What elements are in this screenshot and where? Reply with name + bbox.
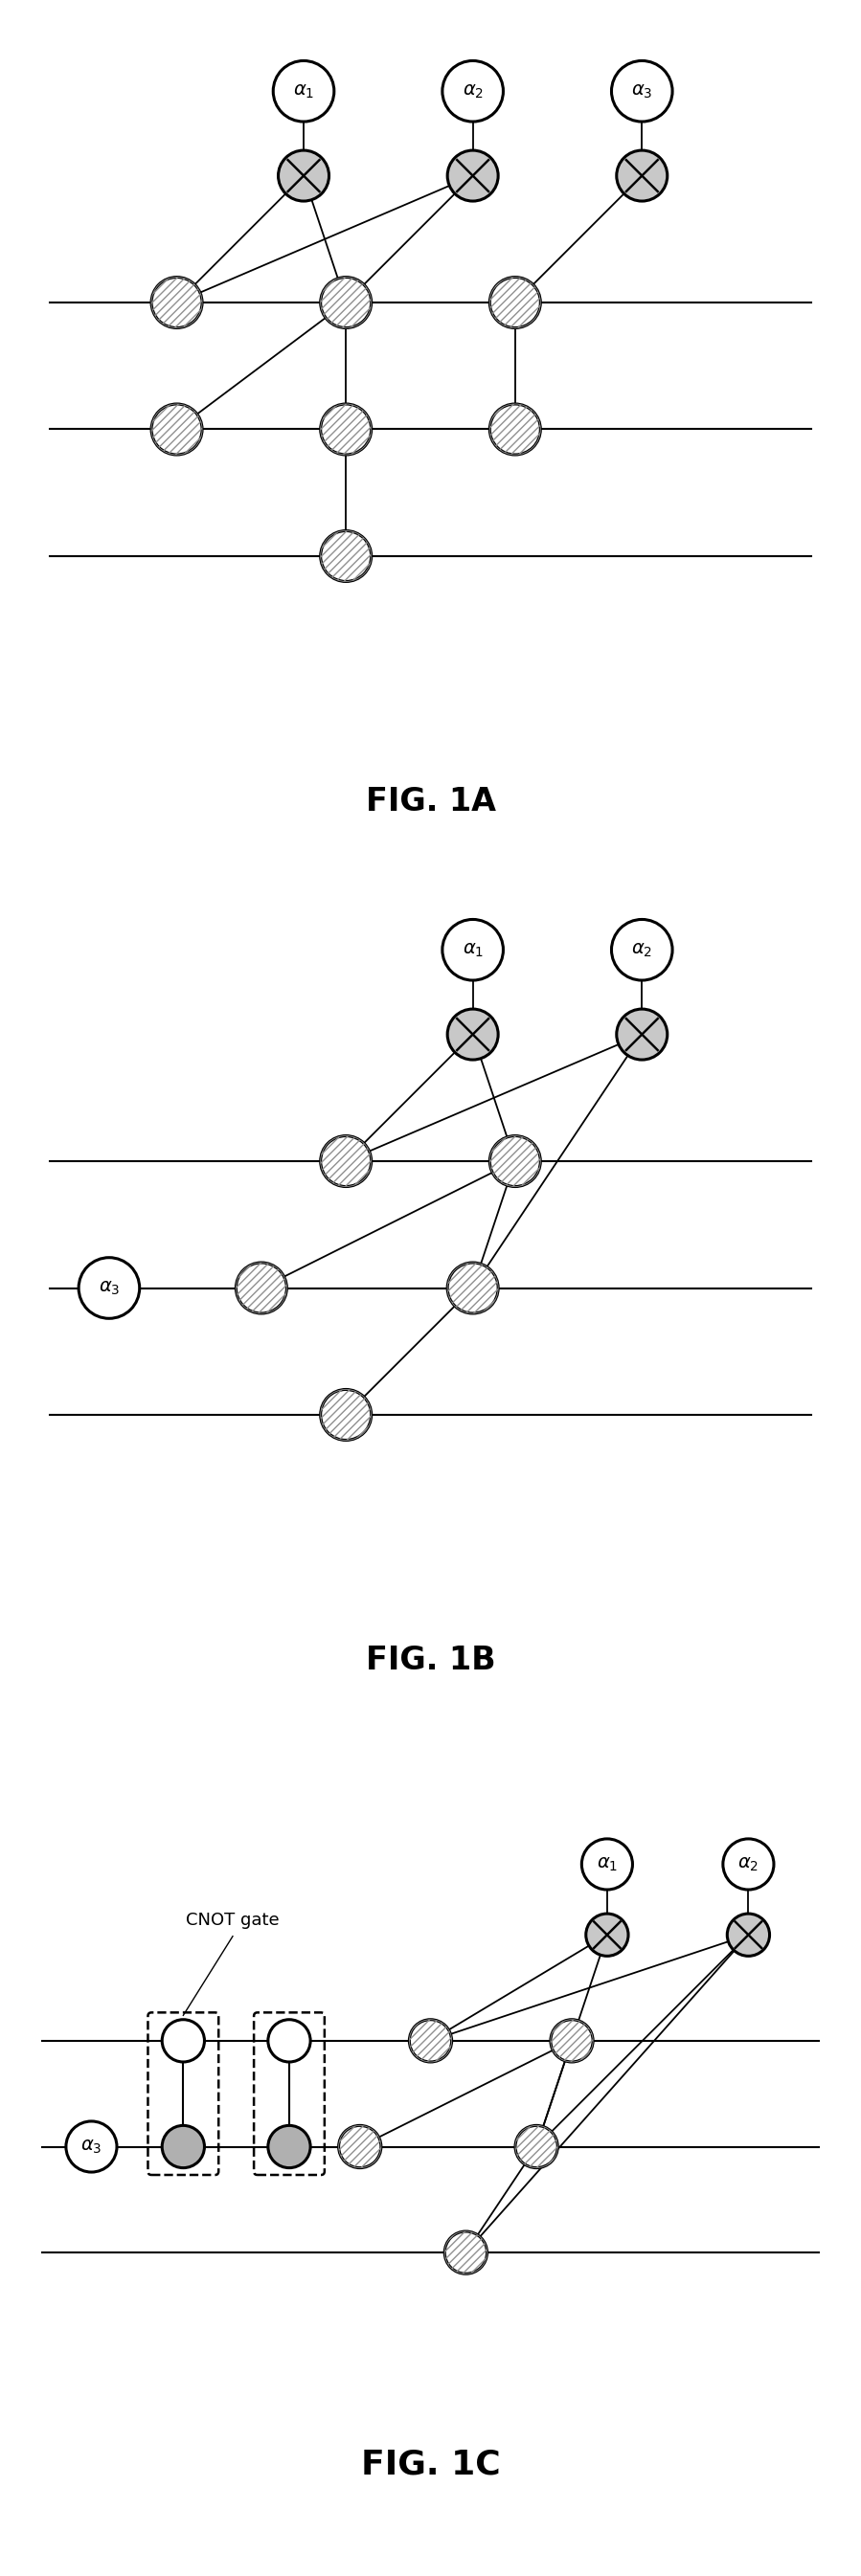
Circle shape — [611, 920, 672, 981]
Circle shape — [444, 2231, 487, 2275]
Circle shape — [611, 62, 672, 121]
Circle shape — [616, 149, 667, 201]
Text: $\alpha_{3}$: $\alpha_{3}$ — [98, 1278, 120, 1298]
Circle shape — [582, 1839, 633, 1891]
Circle shape — [490, 1136, 541, 1188]
Circle shape — [278, 149, 329, 201]
Circle shape — [443, 920, 503, 981]
Text: $\alpha_{1}$: $\alpha_{1}$ — [293, 82, 314, 100]
Circle shape — [550, 2020, 593, 2061]
Text: $\alpha_{3}$: $\alpha_{3}$ — [81, 2138, 102, 2156]
Text: $\alpha_{3}$: $\alpha_{3}$ — [631, 82, 653, 100]
Circle shape — [515, 2125, 558, 2169]
Text: $\alpha_{2}$: $\alpha_{2}$ — [462, 82, 483, 100]
Text: FIG. 1A: FIG. 1A — [365, 786, 496, 817]
Circle shape — [236, 1262, 287, 1314]
Circle shape — [448, 1010, 499, 1059]
Circle shape — [320, 531, 371, 582]
Circle shape — [162, 2020, 204, 2061]
Text: FIG. 1C: FIG. 1C — [361, 2447, 500, 2481]
Circle shape — [268, 2125, 311, 2169]
Circle shape — [616, 1010, 667, 1059]
Circle shape — [273, 62, 334, 121]
Circle shape — [268, 2020, 311, 2061]
Circle shape — [320, 404, 371, 456]
Circle shape — [443, 62, 503, 121]
Text: $\alpha_{1}$: $\alpha_{1}$ — [597, 1855, 617, 1873]
Circle shape — [78, 1257, 139, 1319]
Circle shape — [320, 278, 371, 327]
Circle shape — [152, 278, 202, 327]
Text: CNOT gate: CNOT gate — [186, 1911, 280, 1929]
Circle shape — [338, 2125, 381, 2169]
Circle shape — [728, 1914, 770, 1955]
Text: $\alpha_{2}$: $\alpha_{2}$ — [631, 940, 653, 958]
Circle shape — [409, 2020, 452, 2061]
Circle shape — [66, 2120, 117, 2172]
Text: $\alpha_{2}$: $\alpha_{2}$ — [738, 1855, 759, 1873]
Circle shape — [490, 404, 541, 456]
Circle shape — [723, 1839, 774, 1891]
Text: FIG. 1B: FIG. 1B — [366, 1643, 495, 1677]
Circle shape — [490, 278, 541, 327]
Circle shape — [320, 1388, 371, 1440]
Circle shape — [320, 1136, 371, 1188]
Circle shape — [448, 149, 499, 201]
Circle shape — [162, 2125, 204, 2169]
Circle shape — [152, 404, 202, 456]
Text: $\alpha_{1}$: $\alpha_{1}$ — [462, 940, 483, 958]
Circle shape — [448, 1262, 499, 1314]
Circle shape — [586, 1914, 629, 1955]
